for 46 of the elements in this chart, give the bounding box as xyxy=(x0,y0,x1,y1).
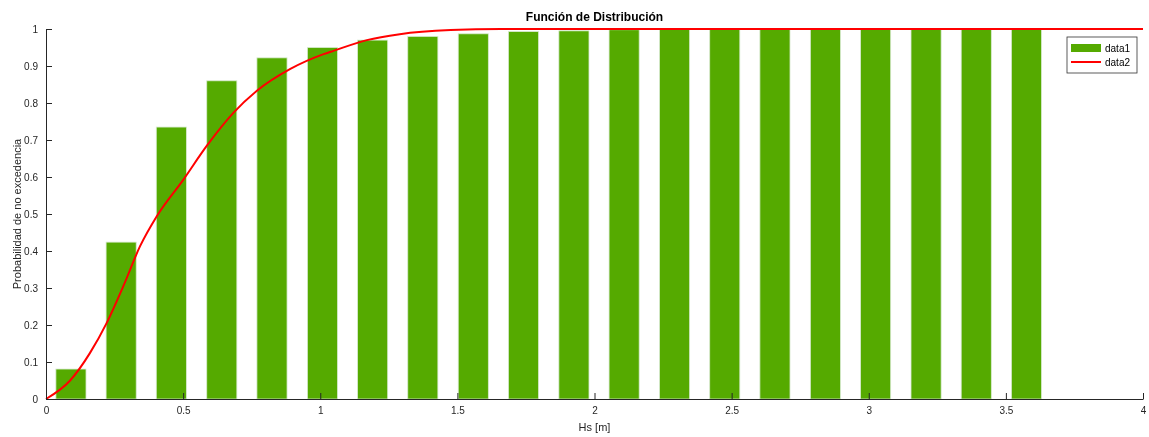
y-tick-label: 0.7 xyxy=(24,134,39,146)
x-tick-label: 0.5 xyxy=(176,405,192,417)
bar xyxy=(809,28,841,400)
bar xyxy=(860,28,892,400)
y-tick-label: 1 xyxy=(32,23,39,35)
legend-label: data1 xyxy=(1105,43,1131,54)
chart-title: Función de Distribución xyxy=(525,10,664,24)
y-tick-label: 0.1 xyxy=(24,356,39,368)
bar xyxy=(910,28,942,400)
bar xyxy=(457,33,489,400)
x-tick-label: 4 xyxy=(1140,405,1147,417)
y-tick-label: 0.3 xyxy=(24,282,39,294)
bar xyxy=(306,47,338,400)
x-tick-label: 1.5 xyxy=(450,405,466,417)
bar xyxy=(105,241,137,400)
bar xyxy=(508,31,539,400)
bar xyxy=(759,28,791,400)
bar xyxy=(206,80,238,400)
bar xyxy=(659,28,691,400)
y-tick-label: 0.5 xyxy=(24,208,39,220)
bar xyxy=(558,30,590,400)
x-tick-label: 3 xyxy=(866,405,873,417)
y-tick-label: 0.2 xyxy=(24,319,39,331)
y-tick-label: 0 xyxy=(32,393,39,405)
y-tick-label: 0.6 xyxy=(24,171,39,183)
bar xyxy=(55,368,87,400)
legend-label: data2 xyxy=(1105,57,1131,68)
x-tick-label: 2.5 xyxy=(725,405,740,417)
bar xyxy=(1010,28,1042,400)
x-axis-title: Hs [m] xyxy=(578,421,611,433)
y-tick-label: 0.9 xyxy=(24,60,39,72)
x-tick-label: 3.5 xyxy=(999,405,1014,417)
bar xyxy=(709,28,741,400)
line-series xyxy=(45,28,1144,400)
x-tick-label: 1 xyxy=(317,405,324,417)
y-tick-label: 0.8 xyxy=(24,97,39,109)
bar xyxy=(608,29,640,400)
bar xyxy=(407,36,439,400)
x-tick-label: 2 xyxy=(592,405,599,417)
y-axis-title: Probabilidad de no excedencia xyxy=(11,137,23,290)
x-tick-label: 0 xyxy=(43,405,50,417)
y-tick-label: 0.4 xyxy=(24,245,39,257)
bar xyxy=(256,57,288,400)
bar xyxy=(960,28,992,400)
bar xyxy=(155,126,187,400)
bar xyxy=(357,39,389,400)
